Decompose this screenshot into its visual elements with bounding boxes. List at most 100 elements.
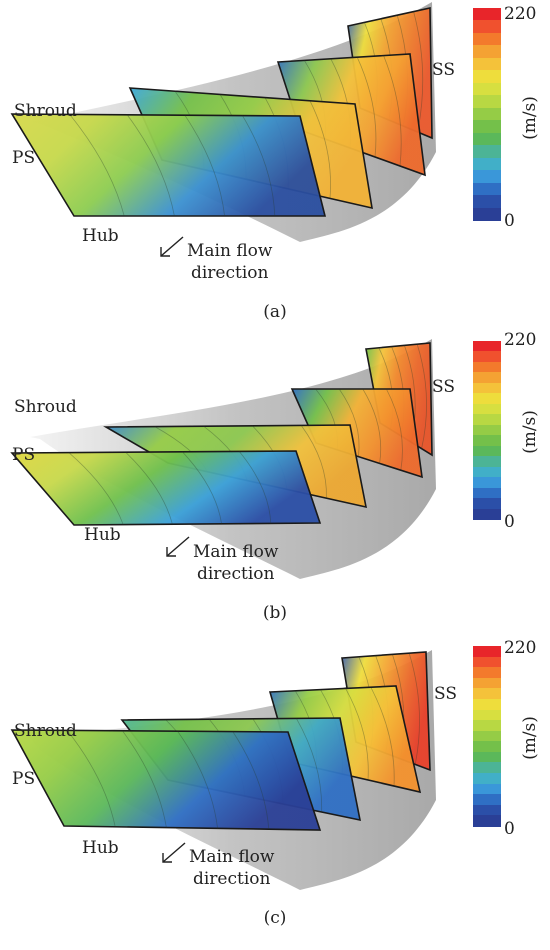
panel-caption: (a) bbox=[263, 302, 287, 322]
colorbar-segment bbox=[473, 341, 501, 353]
contour-line bbox=[386, 388, 403, 471]
velocity-contour-scene bbox=[10, 2, 436, 242]
hub-label: Hub bbox=[82, 838, 119, 858]
contour-line bbox=[182, 451, 222, 524]
colorbar-segment bbox=[473, 815, 501, 827]
colorbar-max-label: 220 bbox=[504, 4, 537, 24]
ss-label: SS bbox=[432, 377, 455, 397]
flow-direction-text: Main flow direction bbox=[189, 846, 274, 890]
colorbar-segment bbox=[473, 372, 501, 384]
colorbar-max-label: 220 bbox=[504, 638, 537, 658]
colorbar-segment bbox=[473, 424, 501, 436]
colorbar-segment bbox=[473, 107, 501, 121]
colorbar-segment bbox=[473, 145, 501, 159]
colorbar-segment bbox=[473, 677, 501, 689]
colorbar-segment bbox=[473, 487, 501, 499]
colorbar-segment bbox=[473, 8, 501, 22]
shroud-label: Shroud bbox=[14, 397, 77, 417]
flow-line-2: direction bbox=[190, 263, 269, 283]
colorbar-max-label: 220 bbox=[504, 330, 537, 350]
colorbar-segment bbox=[473, 351, 501, 363]
flow-arrow-icon bbox=[162, 842, 186, 863]
velocity-contour-plane bbox=[10, 113, 327, 217]
colorbar-min-label: 0 bbox=[504, 512, 515, 532]
colorbar-segment bbox=[473, 804, 501, 816]
velocity-contour-plane bbox=[10, 450, 322, 526]
flow-line-1: Main flow bbox=[187, 241, 273, 261]
colorbar-segment bbox=[473, 445, 501, 457]
colorbar-segment bbox=[473, 414, 501, 426]
colorbar-segment bbox=[473, 720, 501, 732]
flow-line-2: direction bbox=[196, 564, 275, 584]
flow-direction-text: Main flow direction bbox=[187, 240, 272, 284]
ss-label: SS bbox=[434, 684, 457, 704]
contour-line bbox=[370, 687, 395, 787]
colorbar-segment bbox=[473, 120, 501, 134]
colorbar-segment bbox=[473, 730, 501, 742]
colorbar-segment bbox=[473, 498, 501, 510]
hub-label: Hub bbox=[84, 525, 121, 545]
colorbar-segment bbox=[473, 20, 501, 34]
colorbar bbox=[473, 8, 501, 221]
colorbar-segment bbox=[473, 698, 501, 711]
colorbar-segment bbox=[473, 688, 501, 700]
colorbar-segment bbox=[473, 382, 501, 394]
contour-line bbox=[232, 731, 270, 830]
colorbar-segment bbox=[473, 45, 501, 59]
colorbar-segment bbox=[473, 456, 501, 468]
velocity-contour-scene bbox=[10, 339, 436, 579]
ps-label: PS bbox=[12, 148, 36, 168]
colorbar-segment bbox=[473, 762, 501, 774]
colorbar-segment bbox=[473, 70, 501, 84]
shroud-label: Shroud bbox=[14, 721, 77, 741]
colorbar bbox=[473, 646, 501, 827]
contour-line bbox=[184, 114, 225, 217]
ss-label: SS bbox=[432, 60, 455, 80]
colorbar-segment bbox=[473, 773, 501, 785]
colorbar-segment bbox=[473, 207, 501, 221]
colorbar-segment bbox=[473, 393, 501, 405]
contour-line bbox=[362, 388, 382, 464]
colorbar bbox=[473, 341, 501, 520]
colorbar-segment bbox=[473, 783, 501, 795]
contour-line bbox=[309, 100, 331, 199]
colorbar-segment bbox=[473, 741, 501, 753]
contour-line bbox=[69, 114, 125, 217]
ps-label: PS bbox=[12, 769, 36, 789]
colorbar-segment bbox=[473, 508, 501, 520]
velocity-contour-scene bbox=[10, 650, 436, 890]
colorbar-segment bbox=[473, 656, 501, 668]
contour-line bbox=[383, 55, 402, 167]
contour-line bbox=[122, 730, 167, 828]
contour-line bbox=[408, 653, 420, 765]
colorbar-min-label: 0 bbox=[504, 211, 515, 231]
colorbar-segment bbox=[473, 794, 501, 806]
contour-line bbox=[66, 730, 116, 827]
panel-a: Shroud PS Hub SS Main flow direction 220… bbox=[0, 0, 550, 322]
colorbar-segment bbox=[473, 82, 501, 96]
colorbar-segment bbox=[473, 32, 501, 46]
flow-direction-text: Main flow direction bbox=[193, 541, 278, 585]
colorbar-segment bbox=[473, 157, 501, 171]
colorbar-segment bbox=[473, 403, 501, 415]
contour-line bbox=[68, 452, 124, 525]
contour-line bbox=[356, 57, 377, 158]
hub-label: Hub bbox=[82, 226, 119, 246]
contour-line bbox=[242, 115, 276, 217]
colorbar-segment bbox=[473, 57, 501, 71]
colorbar-unit-label: (m/s) bbox=[519, 716, 540, 760]
flow-arrow-icon bbox=[160, 236, 184, 257]
contour-line bbox=[413, 11, 424, 133]
panel-c: Shroud PS Hub SS Main flow direction 220… bbox=[0, 638, 550, 950]
colorbar-segment bbox=[473, 361, 501, 373]
panel-b: Shroud PS Hub SS Main flow direction 220… bbox=[0, 327, 550, 639]
contour-line bbox=[238, 451, 272, 524]
colorbar-segment bbox=[473, 751, 501, 764]
colorbar-segment bbox=[473, 95, 501, 109]
contour-line bbox=[126, 114, 175, 217]
colorbar-segment bbox=[473, 132, 501, 146]
flow-line-2: direction bbox=[192, 869, 271, 889]
contour-line bbox=[338, 388, 360, 457]
colorbar-unit-label: (m/s) bbox=[519, 410, 540, 454]
flow-line-1: Main flow bbox=[193, 542, 279, 562]
